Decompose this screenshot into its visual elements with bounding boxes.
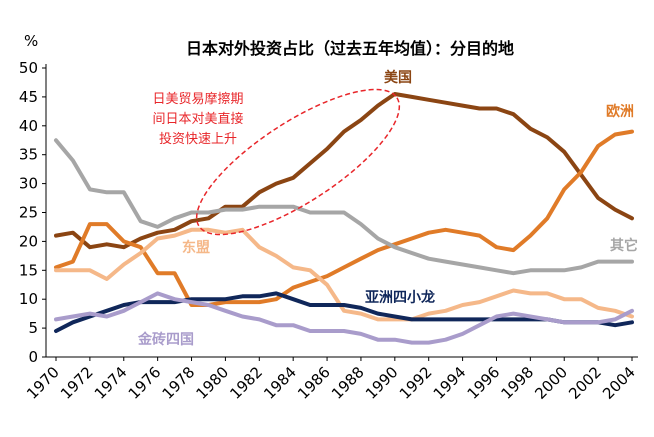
x-tick-label: 1984 xyxy=(260,363,300,403)
x-tick-label: 1978 xyxy=(159,363,199,403)
x-tick-label: 1976 xyxy=(125,363,165,403)
x-tick-label: 1974 xyxy=(91,363,131,403)
series-line-2 xyxy=(54,227,634,322)
series-label-3: 亚洲四小龙 xyxy=(365,289,435,306)
series-line-5 xyxy=(54,138,634,276)
x-tick-label: 1996 xyxy=(464,363,504,403)
series-layer xyxy=(54,92,634,345)
y-tick-label: 15 xyxy=(19,261,38,279)
y-tick-label: 40 xyxy=(19,117,38,135)
chart-title: 日本对外投资占比（过去五年均值）：分目的地 xyxy=(186,39,514,58)
y-tick-label: 25 xyxy=(19,204,38,222)
y-axis-unit: % xyxy=(24,32,38,50)
y-tick-label: 10 xyxy=(19,290,38,308)
series-label-5: 其它 xyxy=(610,237,638,254)
x-tick-label: 1972 xyxy=(57,363,97,403)
annotation-ellipse xyxy=(195,88,401,236)
annotation-text-line: 投资快速上升 xyxy=(159,131,237,147)
x-tick-label: 2004 xyxy=(599,363,639,403)
y-tick-label: 30 xyxy=(19,175,38,193)
series-label-2: 东盟 xyxy=(182,239,210,256)
annotation-text-line: 间日本对美直接 xyxy=(152,111,243,127)
x-tick-label: 1994 xyxy=(430,363,470,403)
x-tick-label: 2000 xyxy=(531,363,571,403)
y-tick-label: 5 xyxy=(28,319,38,337)
series-label-1: 欧洲 xyxy=(606,103,634,120)
series-line-0 xyxy=(54,92,634,250)
x-tick-label: 2002 xyxy=(565,363,605,403)
x-tick-label: 1982 xyxy=(226,363,266,403)
x-tick-label: 1980 xyxy=(193,363,233,403)
x-tick-label: 1990 xyxy=(362,363,402,403)
y-tick-label: 20 xyxy=(19,232,38,250)
x-tick-label: 1986 xyxy=(294,363,334,403)
y-tick-label: 45 xyxy=(19,88,38,106)
x-tick-label: 1970 xyxy=(23,363,63,403)
series-line-4 xyxy=(54,291,634,345)
y-tick-label: 0 xyxy=(28,348,38,366)
series-line-1 xyxy=(54,129,634,307)
y-tick-label: 35 xyxy=(19,146,38,164)
x-tick-label: 1988 xyxy=(328,363,368,403)
x-tick-label: 1992 xyxy=(396,363,436,403)
series-label-4: 金砖四国 xyxy=(137,331,194,348)
x-tick-label: 1998 xyxy=(497,363,537,403)
series-label-0: 美国 xyxy=(384,69,412,86)
annotation-text-line: 日美贸易摩擦期 xyxy=(152,91,243,107)
y-tick-label: 50 xyxy=(19,59,38,77)
